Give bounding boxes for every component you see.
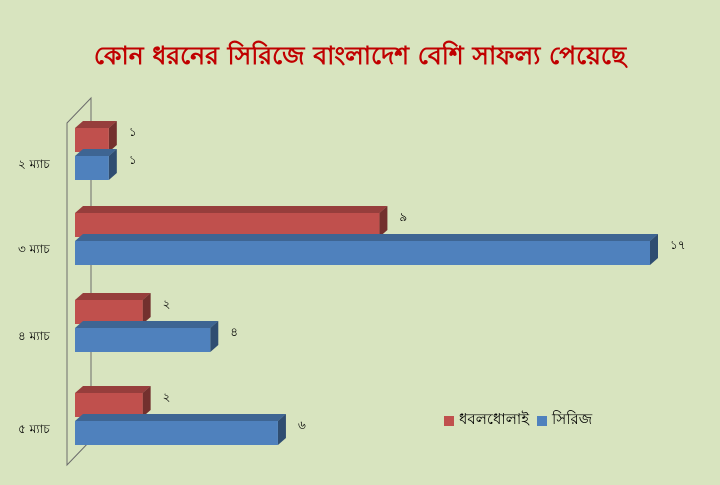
bar — [75, 393, 143, 417]
bar — [75, 328, 211, 352]
bar-side-face — [379, 206, 388, 237]
legend-swatch-blue — [537, 415, 548, 426]
data-label: ১ — [129, 125, 137, 139]
category-label: ৩ ম্যাচ — [18, 242, 50, 256]
bar-top-face — [75, 321, 219, 328]
data-label: ১ — [129, 153, 137, 167]
bar-top-face — [75, 206, 388, 213]
bar-side-face — [277, 414, 286, 445]
bar-top-face — [75, 293, 151, 300]
bar-top-face — [75, 234, 658, 241]
chart-title: কোন ধরনের সিরিজে বাংলাদেশ বেশি সাফল্য পে… — [93, 41, 627, 70]
bar-side-face — [142, 293, 151, 324]
category-label: ২ ম্যাচ — [18, 157, 50, 171]
bar — [75, 421, 278, 445]
legend: ধবলধোলাই সিরিজ — [444, 408, 592, 433]
bar — [75, 241, 650, 265]
legend-item-series-2: সিরিজ — [537, 408, 592, 433]
data-label: ১৭ — [670, 238, 686, 252]
legend-label: সিরিজ — [552, 410, 593, 428]
data-label: ২ — [163, 390, 171, 404]
data-label: ৬ — [298, 418, 306, 432]
data-label: ৪ — [230, 325, 238, 339]
legend-label: ধবলধোলাই — [459, 410, 530, 428]
bar — [75, 213, 380, 237]
category-label: ৫ ম্যাচ — [18, 422, 50, 436]
bar-side-face — [210, 321, 219, 352]
bar-side-face — [142, 386, 151, 417]
data-label: ২ — [163, 297, 171, 311]
bar — [75, 128, 109, 152]
bar-side-face — [650, 234, 658, 265]
legend-swatch-red — [444, 415, 454, 426]
data-label: ৯ — [399, 210, 407, 224]
bar-side-face — [108, 149, 117, 180]
category-label: ৪ ম্যাচ — [18, 329, 50, 343]
bar — [75, 156, 109, 180]
bar-top-face — [75, 149, 117, 156]
bar — [75, 300, 143, 324]
bar-top-face — [75, 414, 286, 421]
bar-top-face — [75, 386, 151, 393]
bar-side-face — [108, 121, 117, 152]
bar-top-face — [75, 121, 117, 128]
legend-item-series-1: ধবলধোলাই — [444, 408, 529, 433]
